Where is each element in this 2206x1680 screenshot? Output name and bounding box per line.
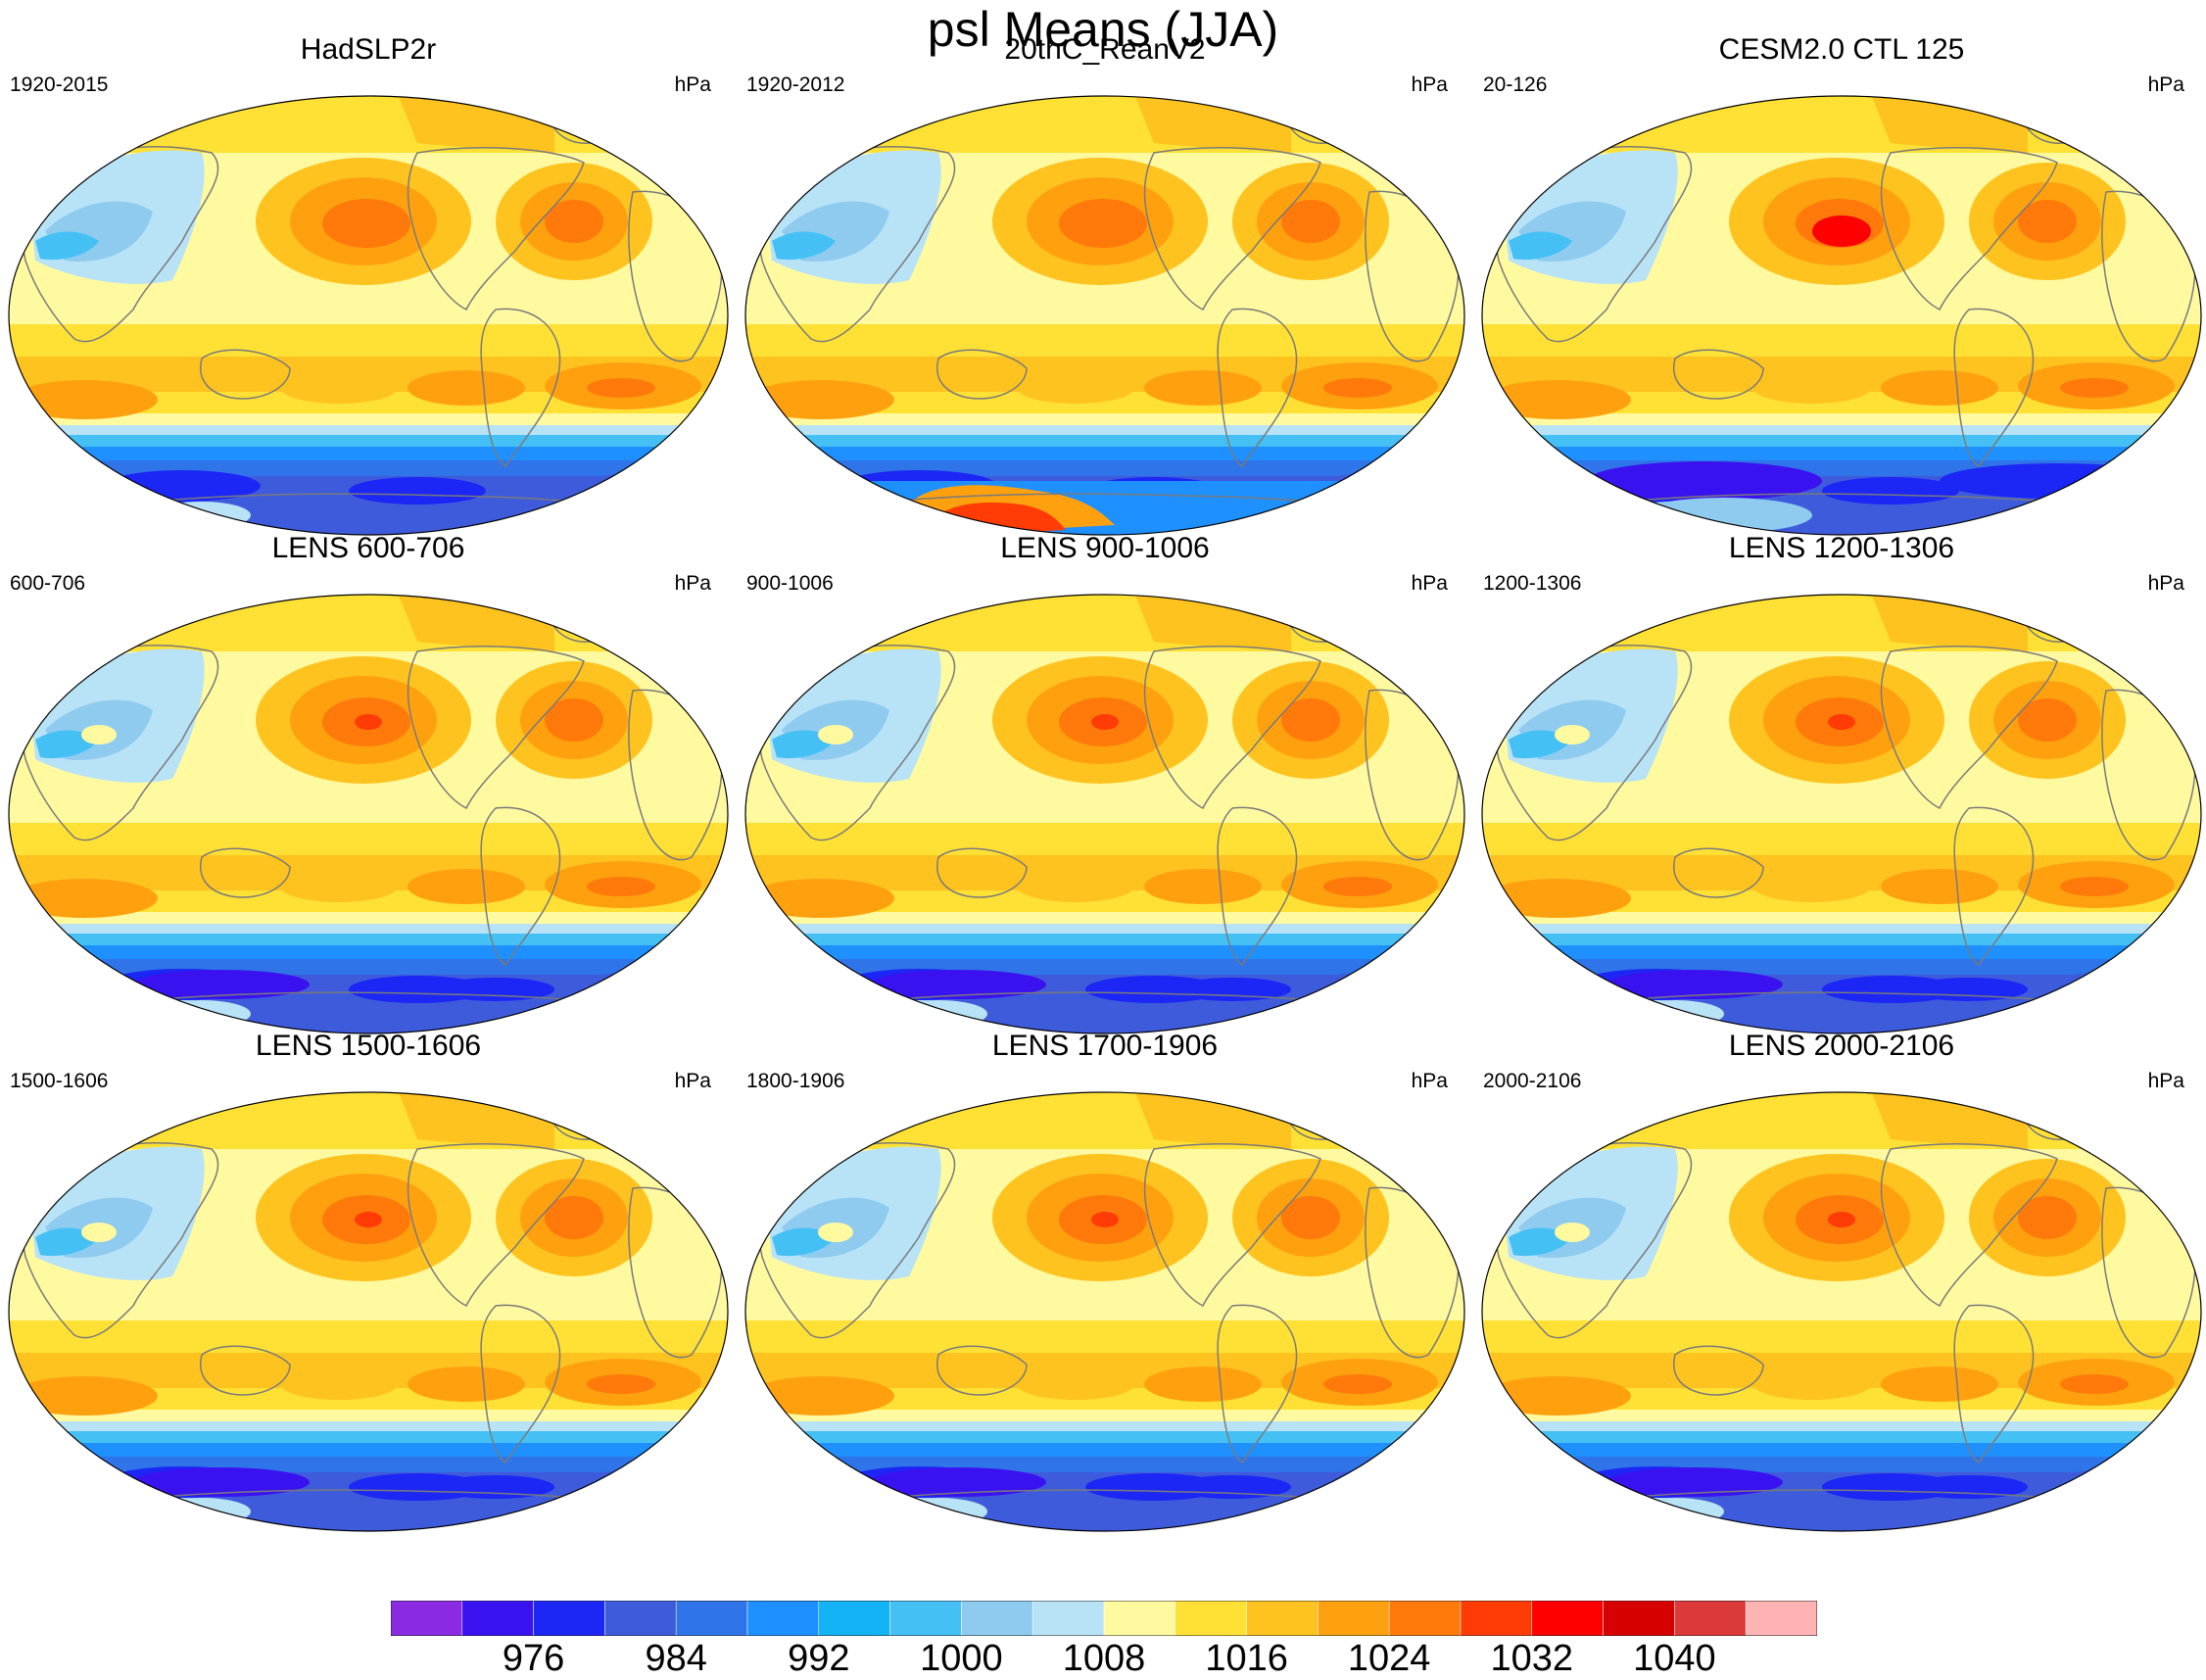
map-panel-lens-1500: LENS 1500-1606 1500-1606 hPa	[0, 1030, 737, 1532]
map-canvas	[1481, 1091, 2202, 1532]
colorbar-swatch	[1745, 1601, 1817, 1636]
colorbar-swatch	[1246, 1601, 1319, 1636]
colorbar-swatch	[1031, 1601, 1105, 1636]
colorbar-tick-label: 1016	[1205, 1638, 1288, 1679]
map-panel-lens-2000: LENS 2000-2106 2000-2106 hPa	[1473, 1030, 2206, 1532]
colorbar-swatch	[1388, 1601, 1462, 1636]
map-border	[8, 95, 729, 536]
colorbar-tick-label: 1000	[920, 1638, 1003, 1679]
panel-units: hPa	[674, 572, 711, 595]
panel-units: hPa	[1411, 73, 1448, 96]
map-border	[1481, 1091, 2202, 1532]
map-panel-lens-1700: LENS 1700-1906 1800-1906 hPa	[737, 1030, 1473, 1532]
panel-title: 20thC_ReanV2	[1004, 33, 1206, 66]
panel-title: LENS 1500-1606	[255, 1030, 482, 1062]
panel-title: CESM2.0 CTL 125	[1718, 33, 1965, 66]
panel-period: 1800-1906	[746, 1070, 845, 1092]
panel-units: hPa	[674, 73, 711, 96]
map-canvas	[8, 594, 729, 1034]
pressure-field	[1482, 96, 2201, 535]
map-border	[1481, 95, 2202, 536]
colorbar-swatch	[1175, 1601, 1247, 1636]
map-canvas	[1481, 95, 2202, 536]
pressure-field	[9, 595, 728, 1033]
panel-period: 1920-2015	[10, 73, 109, 96]
panel-title: LENS 1200-1306	[1728, 532, 1955, 564]
pressure-field	[745, 595, 1464, 1033]
map-border	[744, 95, 1465, 536]
colorbar-tick-label: 992	[788, 1638, 850, 1679]
colorbar-swatch	[1603, 1601, 1675, 1636]
main-title: psl Means (JJA)	[927, 2, 1279, 57]
panel-period: 900-1006	[746, 572, 834, 595]
map-canvas	[8, 1091, 729, 1532]
panel-units: hPa	[2147, 1070, 2184, 1092]
panel-period: 1200-1306	[1483, 572, 1582, 595]
colorbar-swatch	[1103, 1601, 1176, 1636]
colorbar-swatch	[961, 1601, 1033, 1636]
colorbar-swatch	[746, 1601, 820, 1636]
panel-units: hPa	[674, 1070, 711, 1092]
colorbar-swatch	[1318, 1601, 1390, 1636]
colorbar-swatch	[461, 1601, 534, 1636]
panel-title: LENS 1700-1906	[991, 1030, 1219, 1062]
map-border	[8, 1091, 729, 1532]
panel-period: 2000-2106	[1483, 1070, 1582, 1092]
colorbar-swatch	[1674, 1601, 1747, 1636]
map-border	[1481, 594, 2202, 1034]
colorbar	[391, 1601, 1817, 1636]
map-border	[744, 1091, 1465, 1532]
pressure-field	[9, 1092, 728, 1531]
colorbar-tick-label: 1040	[1633, 1638, 1716, 1679]
map-panel-lens-900: LENS 900-1006 900-1006 hPa	[737, 532, 1473, 1034]
colorbar-tick-label: 976	[502, 1638, 565, 1679]
panel-period: 1500-1606	[10, 1070, 109, 1092]
map-canvas	[744, 1091, 1465, 1532]
colorbar-swatch	[533, 1601, 605, 1636]
map-panel-lens-600: LENS 600-706 600-706 hPa	[0, 532, 737, 1034]
panel-title: HadSLP2r	[300, 33, 437, 66]
colorbar-swatch	[604, 1601, 677, 1636]
colorbar-tick-label: 984	[645, 1638, 707, 1679]
map-border	[744, 594, 1465, 1034]
map-panel-lens-1200: LENS 1200-1306 1200-1306 hPa	[1473, 532, 2206, 1034]
panel-units: hPa	[2147, 572, 2184, 595]
map-panel-hadslp2r: HadSLP2r 1920-2015 hPa	[0, 33, 737, 536]
panel-units: hPa	[2147, 73, 2184, 96]
panel-title: LENS 600-706	[271, 532, 465, 564]
map-canvas	[744, 594, 1465, 1034]
panel-units: hPa	[1411, 572, 1448, 595]
colorbar-swatch	[1460, 1601, 1533, 1636]
map-border	[8, 594, 729, 1034]
pressure-field	[745, 1092, 1464, 1531]
panel-period: 600-706	[10, 572, 86, 595]
map-panel-20thc-reanv2: 20thC_ReanV2 1920-2012 hPa	[737, 33, 1473, 536]
map-canvas	[8, 95, 729, 536]
colorbar-swatch	[889, 1601, 962, 1636]
map-canvas	[744, 95, 1465, 536]
colorbar-swatch	[675, 1601, 748, 1636]
colorbar-tick-label: 1008	[1062, 1638, 1146, 1679]
panel-title: LENS 900-1006	[1000, 532, 1210, 564]
map-canvas	[1481, 594, 2202, 1034]
colorbar-swatch	[818, 1601, 890, 1636]
panel-units: hPa	[1411, 1070, 1448, 1092]
map-panel-cesm2-ctl: CESM2.0 CTL 125 20-126 hPa	[1473, 33, 2206, 536]
colorbar-swatch	[391, 1601, 463, 1636]
panel-period: 1920-2012	[746, 73, 845, 96]
colorbar-tick-label: 1032	[1490, 1638, 1574, 1679]
colorbar-swatch	[1531, 1601, 1604, 1636]
colorbar-tick-label: 1024	[1347, 1638, 1431, 1679]
panel-period: 20-126	[1483, 73, 1548, 96]
panel-title: LENS 2000-2106	[1728, 1030, 1955, 1062]
